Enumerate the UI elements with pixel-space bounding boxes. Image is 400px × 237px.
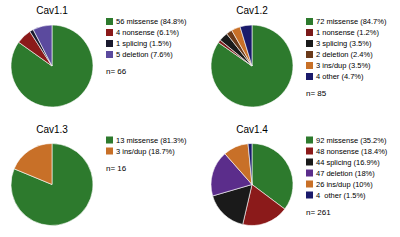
pie [11, 25, 93, 107]
pie [211, 144, 293, 226]
annotation: n= 16 [106, 164, 127, 173]
legend-swatch [306, 181, 313, 188]
legend-item: 47 deletion (18%) [306, 169, 375, 178]
chart-title: Cav1.2 [236, 5, 268, 16]
legend-item: 4 other (1.5%) [306, 191, 366, 200]
legend-item: 92 missense (35.2%) [306, 136, 387, 145]
legend-item: 26 ins/dup (10%) [306, 180, 373, 189]
legend-label: 4 other (1.5%) [316, 191, 366, 200]
legend-item: 3 ins/dup (3.5%) [306, 61, 371, 70]
legend-label: 3 ins/dup (3.5%) [316, 61, 371, 70]
legend-item: 44 splicing (16.9%) [306, 158, 380, 167]
pie-slice [11, 144, 93, 226]
legend-item: 3 splicing (3.5%) [306, 39, 372, 48]
pie [11, 144, 93, 226]
annotation: n= 66 [106, 67, 127, 76]
legend-label: 72 missense (84.7%) [316, 17, 387, 26]
legend-item: 13 missense (81.3%) [106, 136, 187, 145]
legend-swatch [306, 148, 313, 155]
legend-item: 5 deletion (7.6%) [106, 50, 173, 59]
legend-swatch [306, 40, 313, 47]
legend-label: 48 nonsense (18.4%) [316, 147, 388, 156]
pie-slice [240, 25, 252, 66]
legend-swatch [306, 192, 313, 199]
annotation: n= 261 [306, 208, 331, 217]
chart-title: Cav1.3 [36, 124, 68, 135]
legend-item: 3 ins/dup (18.7%) [106, 147, 175, 156]
chart-cell: Cav1.3 13 missense (81.3%) 3 ins/dup (18.7… [11, 124, 187, 226]
legend-item: 1 splicing (1.5%) [106, 39, 172, 48]
legend-swatch [106, 29, 113, 36]
legend-swatch [306, 18, 313, 25]
legend-swatch [306, 170, 313, 177]
legend-swatch [106, 18, 113, 25]
legend-label: 4 other (4.7%) [316, 72, 364, 81]
legend-swatch [306, 51, 313, 58]
legend-label: 5 deletion (7.6%) [116, 50, 173, 59]
legend-swatch [106, 148, 113, 155]
pie-slice [11, 25, 93, 107]
legend-label: 2 deletion (2.4%) [316, 50, 373, 59]
legend-label: 92 missense (35.2%) [316, 136, 387, 145]
legend-swatch [306, 73, 313, 80]
pie-slice [248, 144, 252, 185]
legend-label: 1 splicing (1.5%) [116, 39, 172, 48]
legend-label: 56 missense (84.8%) [116, 17, 187, 26]
chart-title: Cav1.4 [236, 124, 268, 135]
pie-slice [33, 25, 52, 66]
pie-slice [211, 25, 293, 107]
legend-swatch [306, 137, 313, 144]
legend-item: 4 other (4.7%) [306, 72, 364, 81]
legend: 72 missense (84.7%) 1 nonsense (1.2%) 3 sp… [306, 17, 387, 81]
legend: 56 missense (84.8%) 4 nonsense (6.1%) 1 sp… [106, 17, 187, 59]
legend-swatch [306, 62, 313, 69]
chart-cell: Cav1.4 92 missense (35.2%) 48 nonsense (18… [211, 124, 388, 226]
legend-item: 48 nonsense (18.4%) [306, 147, 388, 156]
pie [211, 25, 293, 107]
legend-swatch [306, 159, 313, 166]
legend: 13 missense (81.3%) 3 ins/dup (18.7%) [106, 136, 187, 156]
legend-item: 2 deletion (2.4%) [306, 50, 373, 59]
figure: Cav1.1 56 missense (84.8%) 4 nonsense (6.1… [0, 0, 400, 237]
chart-cell: Cav1.2 72 missense (84.7%) 1 nonsense (1.2… [211, 5, 387, 107]
pie-slice [14, 144, 52, 185]
pie-slice [225, 144, 252, 185]
legend-item: 1 nonsense (1.2%) [306, 28, 379, 37]
legend-label: 3 splicing (3.5%) [316, 39, 372, 48]
legend-item: 72 missense (84.7%) [306, 17, 387, 26]
legend: 92 missense (35.2%) 48 nonsense (18.4%) 44… [306, 136, 388, 200]
legend-swatch [106, 51, 113, 58]
legend-label: 44 splicing (16.9%) [316, 158, 380, 167]
legend-label: 4 nonsense (6.1%) [116, 28, 179, 37]
chart-title: Cav1.1 [36, 5, 68, 16]
annotation: n= 85 [306, 89, 327, 98]
chart-cell: Cav1.1 56 missense (84.8%) 4 nonsense (6.1… [11, 5, 187, 107]
legend-swatch [106, 40, 113, 47]
legend-label: 1 nonsense (1.2%) [316, 28, 379, 37]
legend-swatch [106, 137, 113, 144]
legend-swatch [306, 29, 313, 36]
legend-label: 47 deletion (18%) [316, 169, 375, 178]
legend-item: 4 nonsense (6.1%) [106, 28, 179, 37]
legend-label: 3 ins/dup (18.7%) [116, 147, 175, 156]
legend-item: 56 missense (84.8%) [106, 17, 187, 26]
legend-label: 13 missense (81.3%) [116, 136, 187, 145]
legend-label: 26 ins/dup (10%) [316, 180, 373, 189]
